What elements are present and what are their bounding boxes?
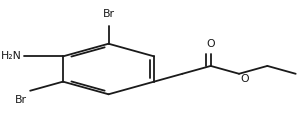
Text: O: O: [240, 75, 249, 84]
Text: H₂N: H₂N: [1, 51, 22, 61]
Text: Br: Br: [15, 95, 27, 105]
Text: Br: Br: [102, 9, 115, 19]
Text: O: O: [206, 39, 215, 49]
